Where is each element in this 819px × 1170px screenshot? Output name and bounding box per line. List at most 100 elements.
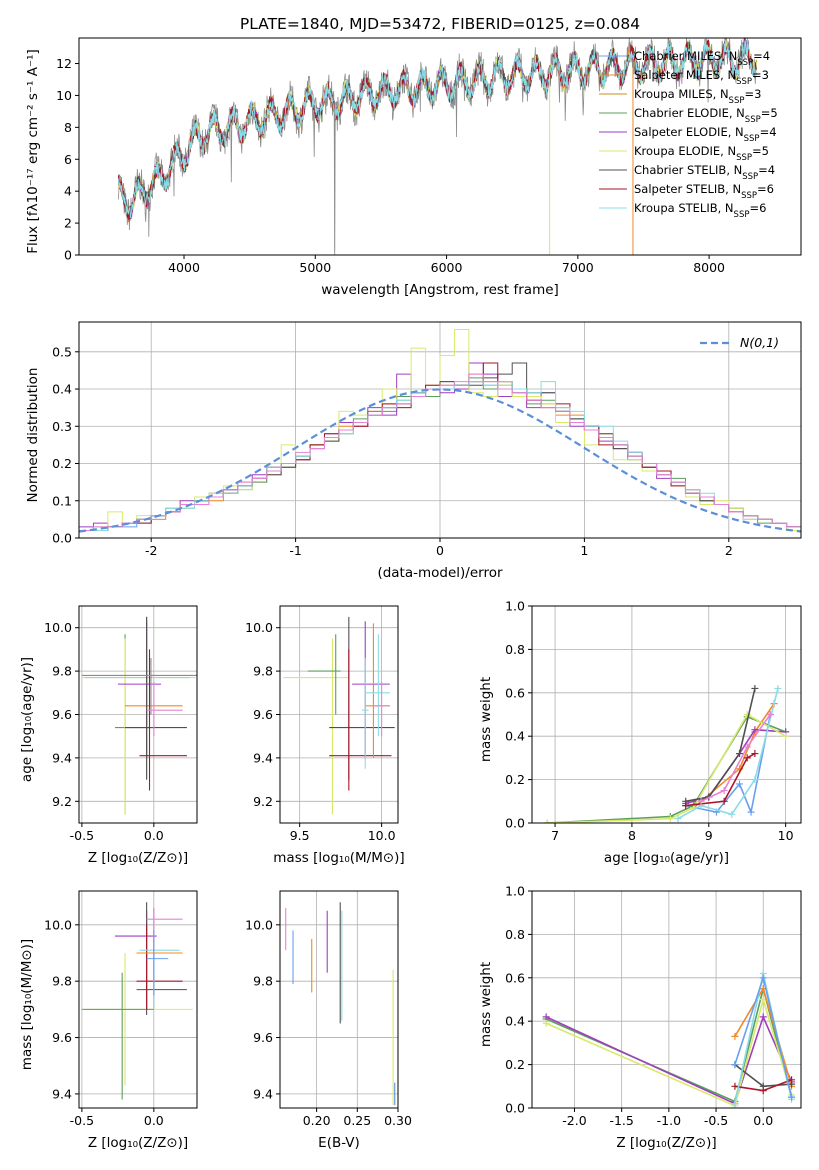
x-tick-label: 1 [580,543,588,558]
legend-entry: Kroupa MILES, NSSP=3 [634,87,761,106]
weight-marker [697,797,705,805]
legend-sub: SSP [729,96,745,106]
x-tick-label: -0.5 [70,828,94,843]
y-tick-label: 10 [56,88,72,103]
y-tick-label: 0.0 [505,816,525,831]
weight-line-6 [685,752,756,807]
y-tick-label: 0.2 [52,456,72,471]
weight-marker [743,743,751,751]
legend-value: =6 [757,182,774,196]
y-tick-label: 0.3 [52,419,72,434]
y-tick-label: 0.0 [505,1101,525,1116]
plot-area [79,891,197,1108]
x-axis-label: (data-model)/error [377,565,503,581]
weight-marker [747,808,755,816]
legend-sub: SSP [742,172,758,182]
legend-value: =3 [744,87,761,101]
axes-frame [78,321,802,539]
y-tick-label: 0.4 [52,382,72,397]
weight-marker [751,776,759,784]
x-tick-label: -0.5 [70,1113,94,1128]
legend-entry: Kroupa ELODIE, NSSP=5 [634,144,769,163]
x-tick-label: 6000 [431,260,463,275]
plot-area [532,606,801,823]
y-tick-label: 9.4 [52,750,72,765]
weight-marker [751,684,759,692]
x-tick-label: 0.25 [343,1113,371,1128]
x-tick-label: 8000 [693,260,725,275]
y-tick-label: 9.6 [52,707,72,722]
normal-reference-curve [79,388,801,533]
x-tick-label: 0.20 [303,1113,331,1128]
weight-marker [543,819,551,823]
axes-frame [279,890,399,1109]
weight-marker [751,750,759,758]
legend-sub: SSP [744,134,760,144]
x-tick-label: 0 [436,543,444,558]
legend-sub: SSP [736,153,752,163]
spectrum-data-line [118,38,757,252]
legend-sub: SSP [736,77,752,87]
legend-value: =5 [752,144,769,158]
weight-marker [736,780,744,788]
weight-marker [788,1076,796,1084]
y-tick-label: 1.0 [505,884,525,899]
plot-area [79,606,197,823]
legend-value: =3 [752,68,769,82]
legend-entry: Salpeter STELIB, NSSP=6 [634,182,774,201]
weight-marker [736,750,744,758]
axes-frame [78,890,198,1109]
model-line-8 [117,40,757,218]
y-axis-label: Flux [fλ10⁻¹⁷ erg cm⁻² s⁻¹ A⁻¹] [25,49,41,254]
x-tick-label: -1.0 [657,1113,681,1128]
weight-marker [731,1082,739,1090]
plot-area [280,891,398,1108]
weight-marker [788,1093,796,1101]
y-tick-label: 0.6 [505,970,525,985]
axes-frame [531,605,802,824]
weight-marker [759,974,767,982]
y-axis-label: mass [log₁₀(M/M⊙)] [19,939,35,1070]
plot-area [117,38,757,255]
weight-marker [542,1013,550,1021]
weight-marker [743,754,751,762]
y-tick-label: 9.4 [253,750,273,765]
y-tick-label: 0.0 [52,531,72,546]
x-tick-label: 8 [628,828,636,843]
weight-marker [751,726,759,734]
x-tick-label: -2.0 [562,1113,586,1128]
weight-marker [542,1019,550,1027]
y-tick-label: 0 [64,248,72,263]
x-tick-label: -1 [289,543,301,558]
legend-entry: Chabrier ELODIE, NSSP=5 [634,106,778,125]
panel-spectrum: 4000 5000 6000 7000 8000 0 2 4 6 8 10 12 wavelength … [25,37,802,298]
y-tick-label: 9.2 [52,794,72,809]
y-axis-label: age [log₁₀(age/yr)] [19,657,35,782]
x-tick-label: 7000 [562,260,594,275]
plot-area [79,322,801,538]
y-tick-label: 0.6 [505,685,525,700]
y-tick-label: 0.8 [505,927,525,942]
x-tick-label: 9.5 [290,828,310,843]
weight-marker [674,815,682,823]
x-tick-label: 0.0 [753,1113,773,1128]
legend-entry: Salpeter MILES, NSSP=3 [634,68,769,87]
y-tick-label: 9.4 [253,1086,273,1101]
plot-area [532,891,801,1108]
legend-entry: Chabrier STELIB, NSSP=4 [634,163,775,182]
weight-marker [731,1032,739,1040]
y-axis-label: mass weight [478,677,494,762]
y-tick-label: 9.8 [253,664,273,679]
legend-sub: SSP [745,115,761,125]
y-tick-label: 1.0 [505,599,525,614]
y-tick-label: 12 [56,56,72,71]
x-axis-label: age [log₁₀(age/yr)] [604,850,729,866]
y-tick-label: 0.4 [505,729,525,744]
weight-line-5 [685,688,756,803]
x-tick-label: 10 [778,828,794,843]
weight-marker [682,802,690,810]
weight-line-2 [547,715,786,823]
y-tick-label: 9.6 [253,707,273,722]
panel-mass_vs_EBV: 0.20 0.25 0.30 9.4 9.6 9.8 10.0 E(B-V) [245,890,412,1151]
